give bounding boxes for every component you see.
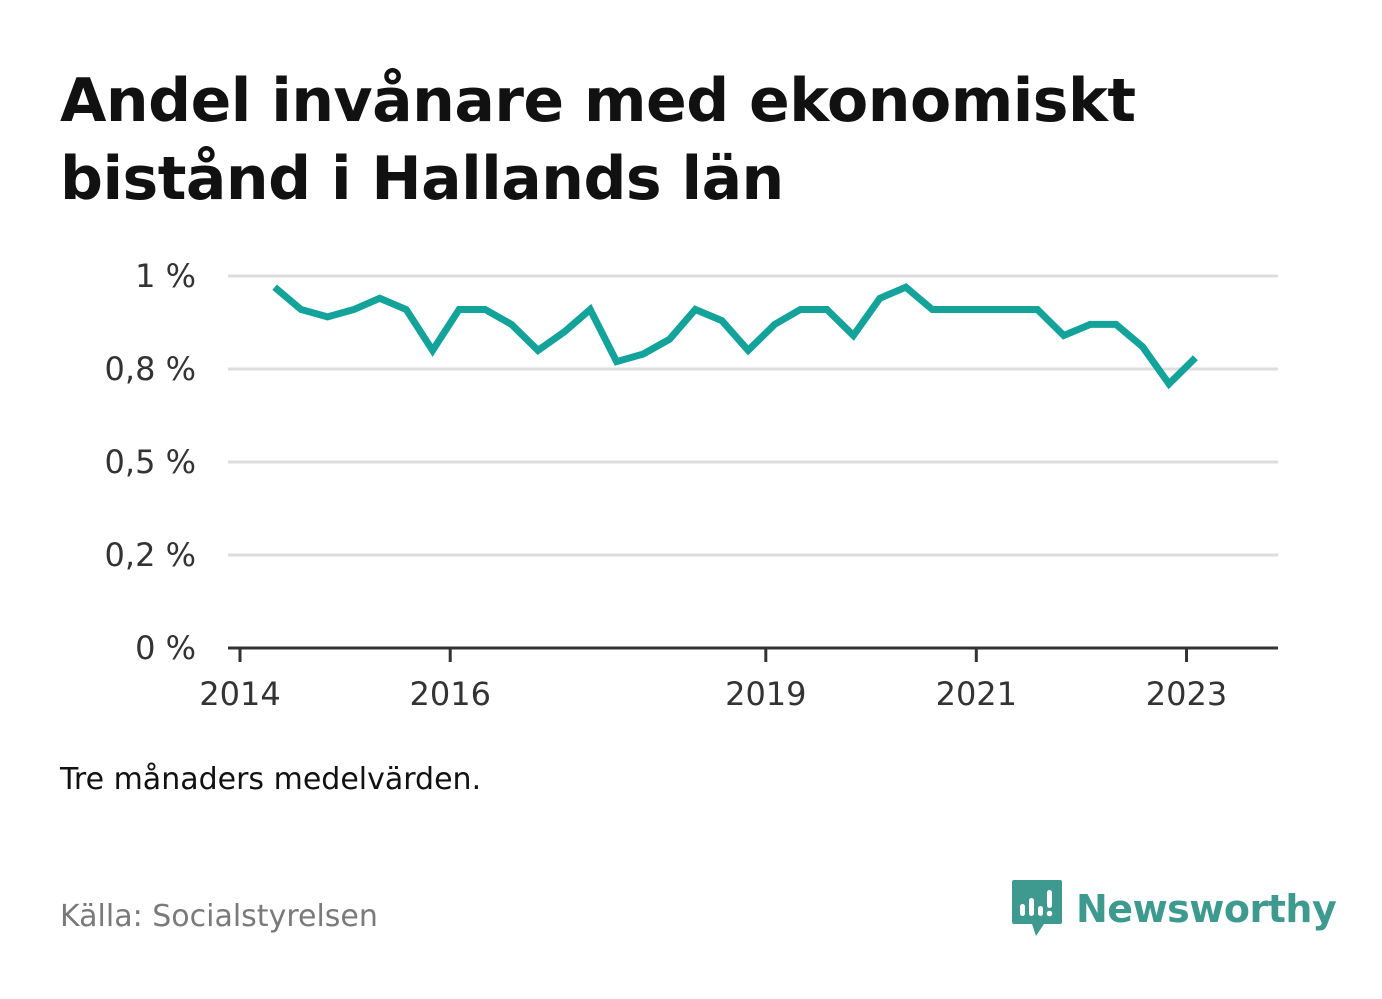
data-point (876, 295, 883, 302)
data-point (955, 306, 962, 313)
brand-name: Newsworthy (1076, 887, 1337, 931)
data-point (1007, 306, 1014, 313)
data-point (1060, 332, 1067, 339)
data-point (508, 321, 515, 328)
y-tick-label: 0,5 % (105, 443, 196, 481)
data-point (771, 321, 778, 328)
data-point (561, 328, 568, 335)
data-point (929, 306, 936, 313)
x-tick-label: 2016 (409, 675, 490, 713)
data-point (429, 347, 436, 354)
data-point (718, 317, 725, 324)
y-tick-label: 0 % (135, 629, 196, 667)
data-point (982, 306, 989, 313)
data-point (797, 306, 804, 313)
data-point (1087, 321, 1094, 328)
data-point (745, 347, 752, 354)
data-point (403, 306, 410, 313)
x-axis-ticks: 2014 2016 2019 2021 2023 (199, 648, 1227, 713)
data-point (587, 306, 594, 313)
data-point (376, 295, 383, 302)
y-tick-label: 1 % (135, 257, 196, 295)
data-point (482, 306, 489, 313)
data-point (1192, 354, 1199, 361)
data-point (1034, 306, 1041, 313)
data-point (456, 306, 463, 313)
series-line (272, 283, 1198, 390)
y-tick-label: 0,8 % (105, 350, 196, 388)
y-axis-tick-labels: 0 % 0,2 % 0,5 % 0,8 % 1 % (105, 257, 196, 667)
data-point (1139, 343, 1146, 350)
chart-title: Andel invånare med ekonomiskt bistånd i … (60, 66, 1136, 214)
data-point (666, 336, 673, 343)
data-point (351, 306, 358, 313)
data-point (1165, 380, 1172, 387)
x-tick-label: 2019 (725, 675, 806, 713)
data-point (324, 313, 331, 320)
source-credit: Källa: Socialstyrelsen (60, 899, 378, 934)
newsworthy-logo-icon (1012, 880, 1062, 936)
line-chart: 0 %0,2 %0,5 %0,8 %1 % 2014 2016 2019 2021 20… (105, 257, 1278, 713)
gridlines (228, 274, 1278, 557)
data-point (823, 306, 830, 313)
chart-note: Tre månaders medelvärden. (60, 762, 482, 797)
x-tick-label: 2023 (1146, 675, 1227, 713)
data-point (1112, 321, 1119, 328)
data-point (640, 351, 647, 358)
data-point (535, 347, 542, 354)
x-tick-label: 2021 (936, 675, 1017, 713)
data-point (692, 306, 699, 313)
data-point (902, 284, 909, 291)
x-tick-label: 2014 (199, 675, 280, 713)
y-tick-label: 0,2 % (105, 536, 196, 574)
data-point (271, 284, 278, 291)
data-point (850, 332, 857, 339)
data-point (613, 358, 620, 365)
data-point (298, 306, 305, 313)
brand-logo: Newsworthy (1010, 878, 1337, 940)
